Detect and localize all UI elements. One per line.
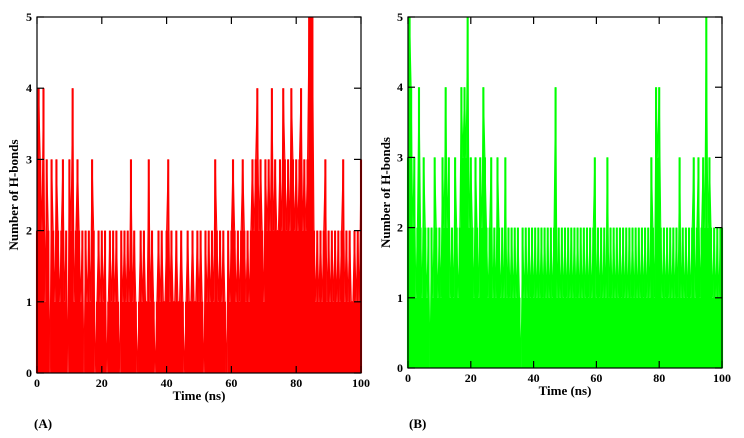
y-axis-label-b: Number of H-bonds bbox=[378, 137, 393, 248]
x-tick-label-b-0: 0 bbox=[405, 371, 411, 385]
y-tick-label-b-0: 0 bbox=[397, 361, 403, 375]
x-tick-label-b-100: 100 bbox=[713, 371, 731, 385]
h-bond-series-line-a bbox=[36, 16, 362, 374]
x-tick-label-a-100: 100 bbox=[352, 376, 370, 390]
x-tick-label-b-20: 20 bbox=[465, 371, 477, 385]
h-bond-series-line-b bbox=[407, 16, 722, 369]
y-tick-label-a-0: 0 bbox=[26, 366, 32, 380]
x-tick-label-a-0: 0 bbox=[34, 376, 40, 390]
y-tick-label-a-1: 1 bbox=[26, 295, 32, 309]
plot-frame-b bbox=[407, 16, 723, 369]
y-tick-label-b-1: 1 bbox=[397, 291, 403, 305]
y-tick-label-b-5: 5 bbox=[397, 10, 403, 24]
x-tick-label-b-40: 40 bbox=[528, 371, 540, 385]
panel-label-a: (A) bbox=[34, 416, 53, 431]
y-tick-label-a-3: 3 bbox=[26, 152, 32, 166]
x-axis-label-b: Time (ns) bbox=[539, 383, 592, 398]
x-tick-label-a-20: 20 bbox=[96, 376, 108, 390]
plot-frame-a bbox=[36, 16, 362, 374]
panel-a-chart: 0 1 2 3 4 5 0 20 40 60 80 100 Time (ns) Number of H-b… bbox=[6, 10, 370, 403]
x-axis-label-a: Time (ns) bbox=[173, 388, 226, 403]
panel-label-b: (B) bbox=[409, 416, 427, 431]
x-tick-label-a-40: 40 bbox=[161, 376, 173, 390]
y-tick-label-b-3: 3 bbox=[397, 150, 403, 164]
y-tick-label-b-4: 4 bbox=[397, 80, 403, 94]
y-tick-label-b-2: 2 bbox=[397, 221, 403, 235]
y-tick-label-a-4: 4 bbox=[26, 81, 32, 95]
y-tick-label-a-5: 5 bbox=[26, 10, 32, 24]
x-tick-label-a-60: 60 bbox=[225, 376, 237, 390]
x-tick-label-a-80: 80 bbox=[290, 376, 302, 390]
y-tick-label-a-2: 2 bbox=[26, 224, 32, 238]
x-tick-label-b-60: 60 bbox=[590, 371, 602, 385]
panel-b-chart: 0 1 2 3 4 5 0 20 40 60 80 100 Time (ns) Number of H-b… bbox=[378, 10, 731, 398]
y-axis-label-a: Number of H-bonds bbox=[6, 139, 21, 250]
x-tick-label-b-80: 80 bbox=[653, 371, 665, 385]
